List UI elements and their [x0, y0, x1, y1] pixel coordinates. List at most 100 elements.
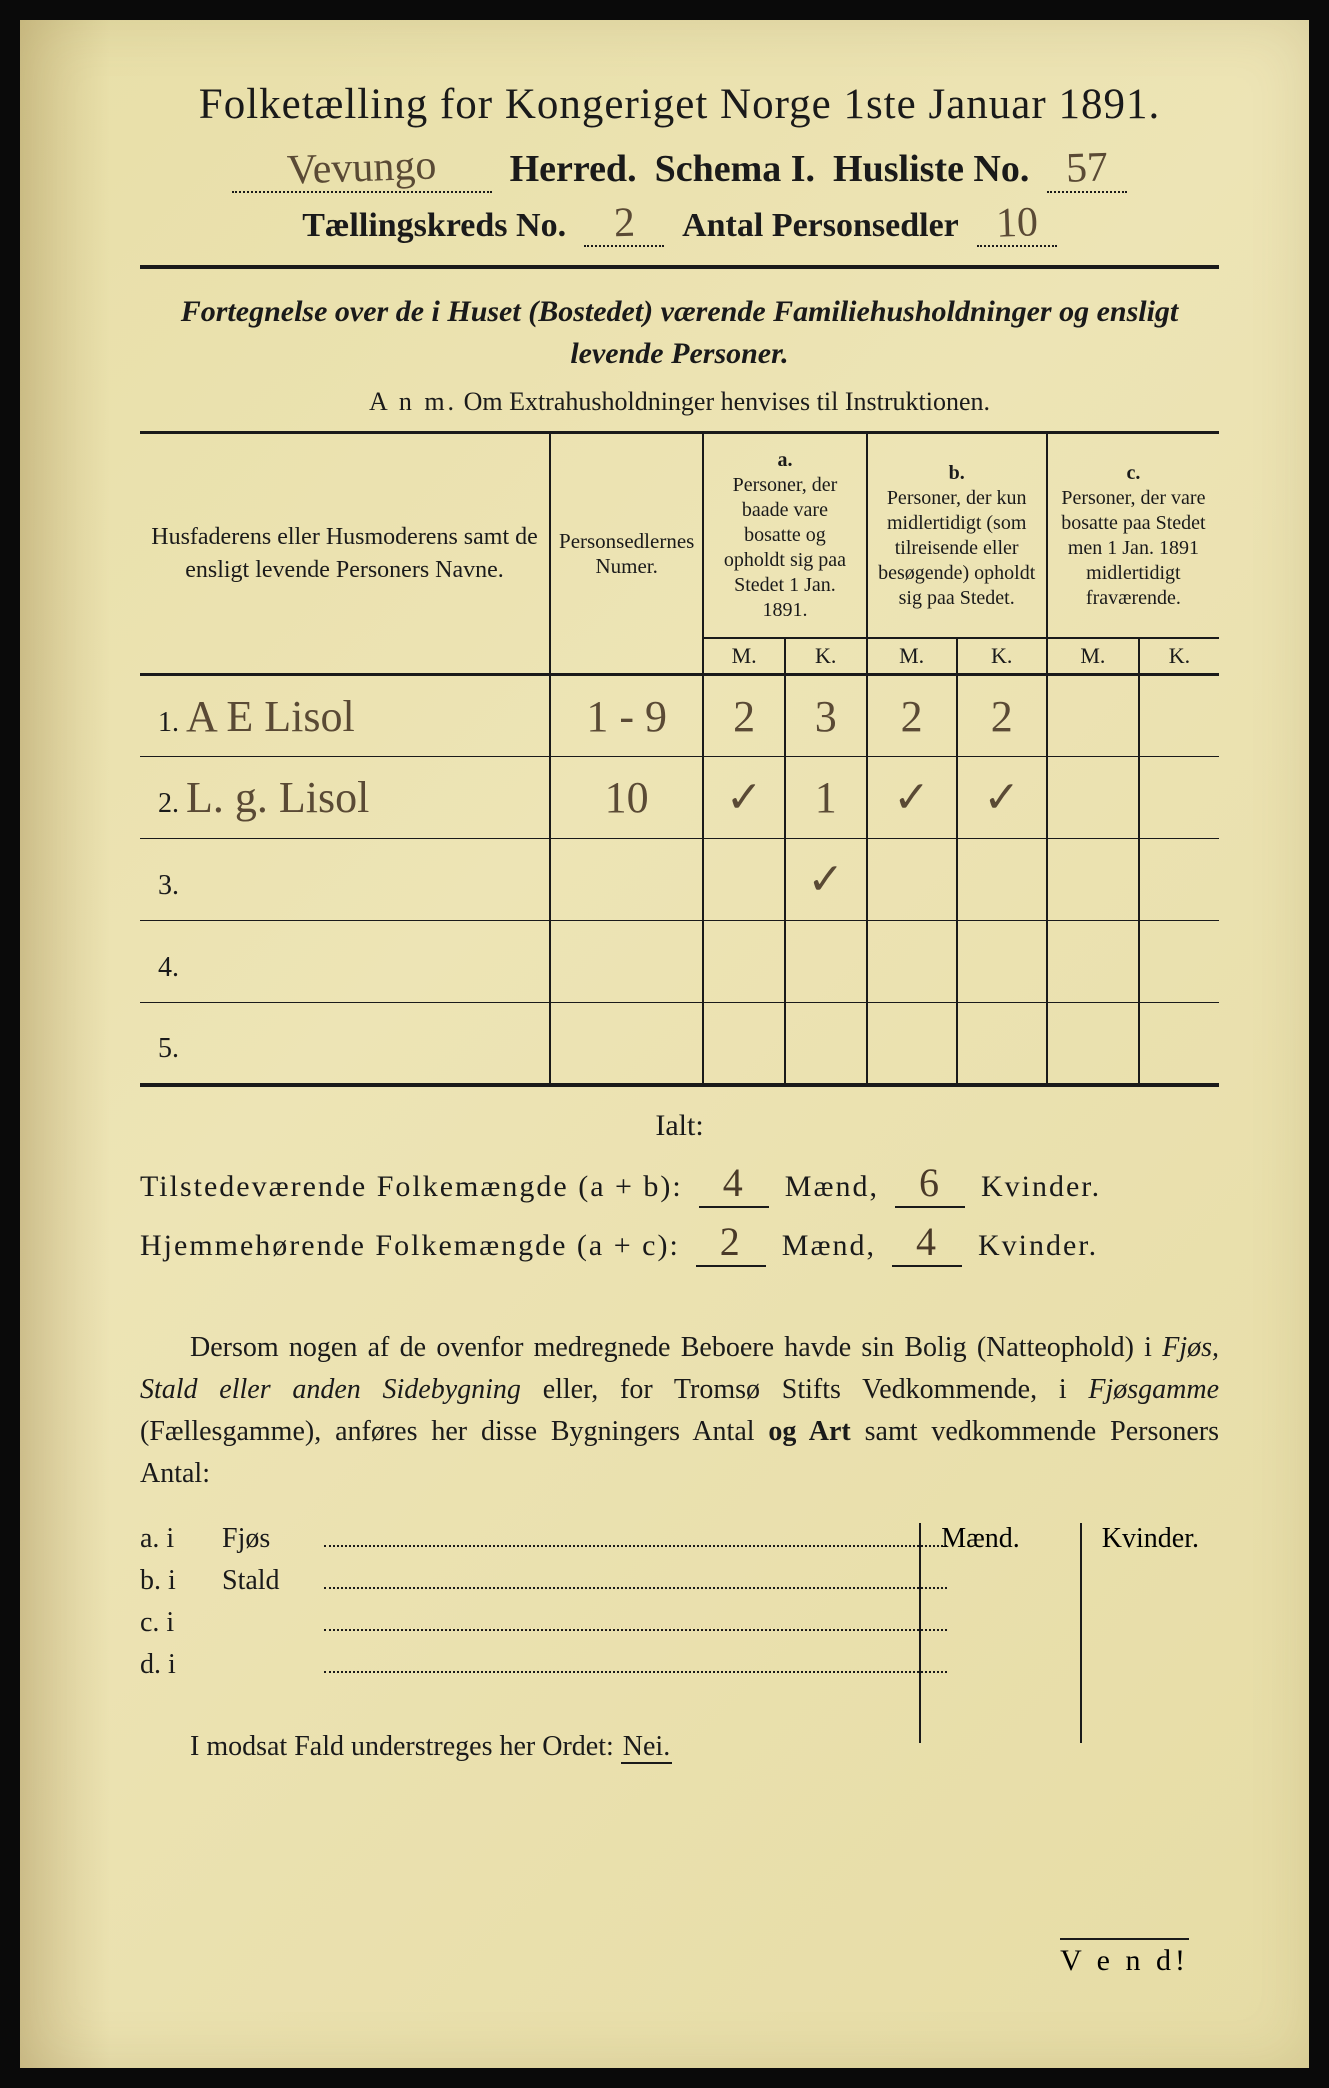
table-row: 4.: [140, 921, 1219, 1003]
kreds-no: 2: [613, 207, 635, 241]
col-a-text: Personer, der baade vare bosatte og opho…: [724, 474, 846, 621]
page-title: Folketælling for Kongeriget Norge 1ste J…: [140, 80, 1219, 129]
name-cell: 5.: [140, 1003, 550, 1085]
kreds-no-field: 2: [584, 207, 664, 247]
husliste-label: Husliste No.: [833, 147, 1029, 191]
mk-columns: Mænd. Kvinder.: [919, 1523, 1219, 1743]
building-row-label: b. i: [140, 1565, 210, 1597]
building-section: Mænd. Kvinder. a. i Fjøs b. i Stald c. i…: [140, 1523, 1219, 1681]
totals-1-label: Tilstedeværende Folkemængde (a + b):: [140, 1170, 683, 1204]
totals-1-k: 6: [919, 1160, 941, 1205]
col-c-text: Personer, der vare bosatte paa Stedet me…: [1061, 487, 1205, 609]
para-bold: og Art: [768, 1416, 850, 1447]
data-cell: [867, 921, 957, 1003]
para-t2: eller, for Tromsø Stifts Vedkommende, i: [543, 1374, 1089, 1405]
building-row-label: c. i: [140, 1607, 210, 1639]
col-c-k: K.: [1139, 638, 1219, 675]
col-header-b: b. Personer, der kun midlertidigt (som t…: [867, 434, 1047, 638]
data-cell: [703, 921, 785, 1003]
modsat-text: I modsat Fald understreges her Ordet:: [190, 1731, 614, 1762]
header-line-2: Vevungo Herred. Schema I. Husliste No. 5…: [140, 147, 1219, 193]
data-cell: ✓: [785, 839, 867, 921]
col-b-label: b.: [949, 462, 965, 484]
name-cell: 4.: [140, 921, 550, 1003]
anm-label: A n m.: [369, 387, 457, 416]
totals-2-k: 4: [916, 1219, 938, 1264]
dotted-leader: [324, 1608, 947, 1630]
table-row: 2. L. g. Lisol10✓1✓✓: [140, 757, 1219, 839]
data-cell: [867, 839, 957, 921]
data-cell: [550, 1003, 703, 1085]
col-header-names: Husfaderens eller Husmoderens samt de en…: [140, 434, 550, 675]
header-line-3: Tællingskreds No. 2 Antal Personsedler 1…: [140, 207, 1219, 247]
data-cell: 10: [550, 757, 703, 839]
col-b-k: K.: [957, 638, 1047, 675]
col-a-m: M.: [703, 638, 785, 675]
totals-maend-2: Mænd,: [782, 1229, 876, 1263]
data-cell: [1047, 757, 1139, 839]
table-row: 3. ✓: [140, 839, 1219, 921]
table-row: 5.: [140, 1003, 1219, 1085]
data-cell: [785, 1003, 867, 1085]
data-cell: ✓: [867, 757, 957, 839]
data-cell: [550, 921, 703, 1003]
data-cell: [550, 839, 703, 921]
col-header-a: a. Personer, der baade vare bosatte og o…: [703, 434, 866, 638]
table-row: 1. A E Lisol1 - 92322: [140, 675, 1219, 757]
mk-maend-col: Mænd.: [919, 1523, 1040, 1743]
totals-maend-1: Mænd,: [785, 1170, 879, 1204]
herred-handwritten: Vevungo: [286, 149, 436, 188]
totals-2-m: 2: [720, 1219, 742, 1264]
data-cell: [1139, 921, 1219, 1003]
census-form-page: Folketælling for Kongeriget Norge 1ste J…: [20, 20, 1309, 2068]
name-cell: 1. A E Lisol: [140, 675, 550, 757]
personsedler-no-field: 10: [977, 207, 1057, 247]
dotted-leader: [324, 1566, 947, 1588]
data-cell: [1047, 675, 1139, 757]
anm-text: Om Extrahusholdninger henvises til Instr…: [464, 387, 990, 416]
data-cell: [703, 839, 785, 921]
data-cell: [1139, 757, 1219, 839]
totals-1-m: 4: [723, 1160, 745, 1205]
schema-label: Schema I.: [655, 147, 815, 191]
nei-word: Nei.: [621, 1731, 672, 1764]
name-cell: 2. L. g. Lisol: [140, 757, 550, 839]
building-row-name: Stald: [222, 1565, 312, 1597]
data-cell: [1047, 1003, 1139, 1085]
instruction-paragraph: Dersom nogen af de ovenfor medregnede Be…: [140, 1327, 1219, 1495]
husliste-no: 57: [1066, 151, 1109, 186]
ialt-label: Ialt:: [140, 1109, 1219, 1143]
totals-2-m-slot: 2: [696, 1218, 766, 1267]
para-t1: Dersom nogen af de ovenfor medregnede Be…: [190, 1332, 1162, 1363]
data-cell: 3: [785, 675, 867, 757]
totals-line-1: Tilstedeværende Folkemængde (a + b): 4 M…: [140, 1159, 1219, 1208]
data-cell: ✓: [703, 757, 785, 839]
col-a-k: K.: [785, 638, 867, 675]
data-cell: [785, 921, 867, 1003]
subtitle-line2: levende Personer.: [570, 337, 788, 370]
col-a-label: a.: [777, 449, 792, 471]
building-row-label: d. i: [140, 1649, 210, 1681]
data-cell: [957, 1003, 1047, 1085]
data-cell: [1139, 675, 1219, 757]
data-cell: [1139, 1003, 1219, 1085]
totals-1-k-slot: 6: [895, 1159, 965, 1208]
col-c-label: c.: [1126, 462, 1140, 484]
data-cell: 2: [867, 675, 957, 757]
subtitle-line1: Fortegnelse over de i Huset (Bostedet) v…: [181, 295, 1179, 328]
data-cell: [957, 839, 1047, 921]
totals-kvinder-2: Kvinder.: [978, 1229, 1098, 1263]
data-cell: 2: [957, 675, 1047, 757]
personsedler-label: Antal Personsedler: [682, 207, 959, 245]
data-cell: 1: [785, 757, 867, 839]
totals-2-k-slot: 4: [892, 1218, 962, 1267]
totals-kvinder-1: Kvinder.: [981, 1170, 1101, 1204]
data-cell: [1047, 921, 1139, 1003]
data-cell: 2: [703, 675, 785, 757]
vend-label: V e n d!: [1060, 1938, 1189, 1978]
data-cell: [957, 921, 1047, 1003]
data-cell: [867, 1003, 957, 1085]
name-cell: 3.: [140, 839, 550, 921]
herred-label: Herred.: [510, 147, 637, 191]
census-table: Husfaderens eller Husmoderens samt de en…: [140, 434, 1219, 1087]
